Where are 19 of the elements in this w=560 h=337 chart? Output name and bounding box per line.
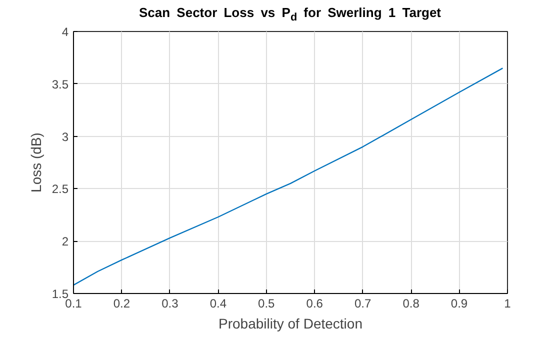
x-tick-label: 0.8 — [402, 296, 420, 310]
y-tick-label: 4 — [62, 25, 69, 39]
chart-title: Scan Sector Loss vs P$_{d}$ for Swerling 1 Target — [138, 4, 442, 26]
y-tick-label: 3.5 — [52, 77, 69, 92]
x-tick-label: 0.7 — [354, 296, 372, 310]
x-axis-title: Probability of Detection — [218, 316, 362, 332]
y-tick-label: 3 — [62, 130, 69, 144]
x-tick-label: 0.5 — [258, 296, 276, 310]
y-tick-label: 2.5 — [52, 182, 69, 196]
line-series — [74, 68, 504, 286]
y-tick-label: 2 — [62, 234, 69, 249]
x-tick-label: 0.6 — [306, 296, 324, 310]
x-tick-label: 0.3 — [162, 296, 179, 310]
x-tick-label: 0.9 — [450, 296, 468, 310]
x-tick-label: 0.2 — [113, 296, 130, 310]
x-tick-label: 1 — [504, 296, 512, 310]
x-tick-label: 0.4 — [210, 296, 227, 310]
x-tick-label: 0.1 — [65, 296, 82, 310]
y-axis-title: Loss (dB) — [28, 132, 44, 192]
